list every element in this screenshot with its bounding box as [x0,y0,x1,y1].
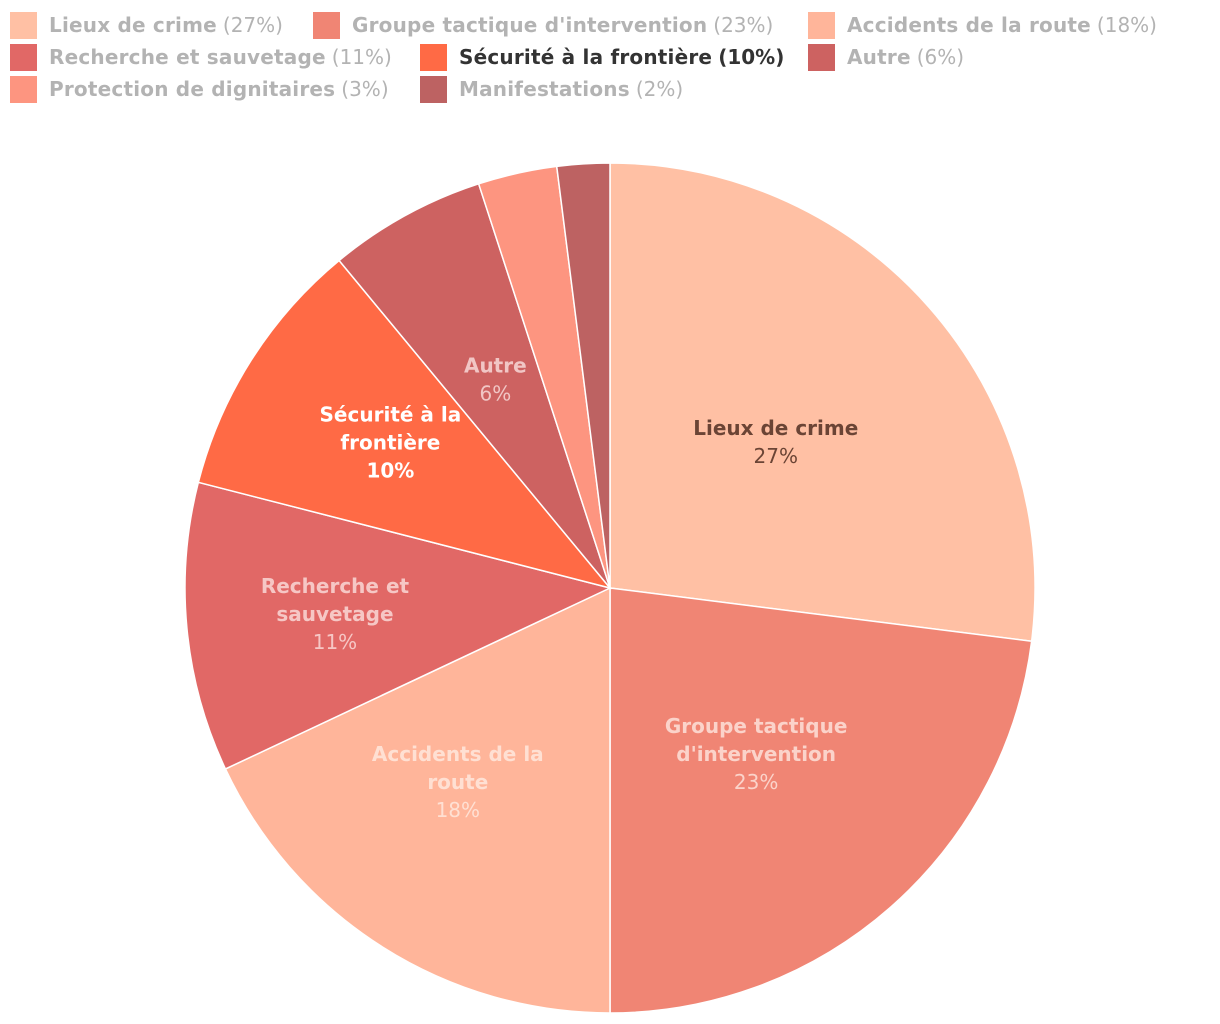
legend-label: Lieux de crime [49,13,217,37]
legend-item-autre[interactable]: Autre (6%) [808,42,964,72]
legend-label: Sécurité à la frontière [459,45,713,69]
legend-pct: (6%) [916,45,965,69]
slice-label-lieux-de-crime: Lieux de crime 27% [693,416,858,468]
pie-slice-groupe-tactique-d-intervention[interactable] [609,587,1033,1014]
pie-slice-manifestations[interactable] [555,162,611,589]
legend-label: Manifestations [459,77,630,101]
slice-label-line: sauvetage [276,602,393,626]
slice-label-line: Lieux de crime [693,416,858,440]
legend-label: Accidents de la route [847,13,1091,37]
legend-item-groupe-tactique[interactable]: Groupe tactique d'intervention (23%) [313,10,773,40]
slice-label-line: frontière [340,430,440,454]
slice-pct-label: 10% [366,458,414,482]
slice-pct-label: 18% [436,798,480,822]
legend-swatch [420,75,447,103]
slice-pct-label: 6% [479,381,511,405]
pie-slice-recherche-et-sauvetage[interactable] [184,481,613,770]
slice-label-accidents-de-la-route: Accidents de la route 18% [372,742,544,822]
pie-slice-lieux-de-crime[interactable] [609,162,1036,643]
legend-pct: (27%) [222,13,283,37]
legend-swatch [10,43,37,71]
slice-label-line: route [427,770,488,794]
legend-label: Groupe tactique d'intervention [352,13,708,37]
pie-slice-autre[interactable] [338,182,611,589]
slice-label-line: Accidents de la [372,742,544,766]
slice-label-securite-a-la-frontiere: Sécurité à la frontière 10% [320,402,462,482]
slice-label-line: Autre [464,353,527,377]
legend-item-lieux-de-crime[interactable]: Lieux de crime (27%) [10,10,283,40]
slice-label-autre: Autre 6% [464,353,527,405]
pie-slice-accidents-de-la-route[interactable] [224,586,611,1014]
slice-label-line: d'intervention [676,742,836,766]
legend: Lieux de crime (27%) Groupe tactique d'i… [10,8,1210,108]
legend-item-securite-frontiere[interactable]: Sécurité à la frontière (10%) [420,42,784,72]
legend-item-recherche-sauvetage[interactable]: Recherche et sauvetage (11%) [10,42,392,72]
legend-item-protection-dignitaires[interactable]: Protection de dignitaires (3%) [10,74,389,104]
slice-label-line: Groupe tactique [665,714,848,738]
slice-label-recherche-et-sauvetage: Recherche et sauvetage 11% [261,574,410,654]
legend-pct: (18%) [1096,13,1157,37]
slice-label-groupe-tactique-d-intervention: Groupe tactique d'intervention 23% [665,714,848,794]
legend-label: Recherche et sauvetage [49,45,326,69]
legend-pct: (11%) [331,45,392,69]
legend-swatch [10,11,37,39]
legend-label: Protection de dignitaires [49,77,336,101]
slice-label-line: Sécurité à la [320,402,462,426]
legend-item-manifestations[interactable]: Manifestations (2%) [420,74,683,104]
pie-labels: Lieux de crime 27% Groupe tactique d'interv… [261,353,858,821]
slice-pct-label: 11% [313,630,357,654]
legend-swatch [808,11,835,39]
legend-item-accidents-route[interactable]: Accidents de la route (18%) [808,10,1157,40]
legend-pct: (3%) [341,77,389,101]
slice-label-line: Recherche et [261,574,410,598]
slice-pct-label: 27% [754,444,798,468]
pie-slice-securite-a-la-frontiere[interactable] [197,259,613,590]
legend-swatch [10,75,37,103]
pie-slices [184,162,1036,1014]
legend-swatch [313,11,340,39]
legend-label: Autre [847,45,911,69]
legend-pct: (23%) [713,13,774,37]
slice-pct-label: 23% [734,770,778,794]
legend-pct: (10%) [718,45,785,69]
legend-pct: (2%) [635,77,684,101]
legend-swatch [808,43,835,71]
legend-swatch [420,43,447,71]
